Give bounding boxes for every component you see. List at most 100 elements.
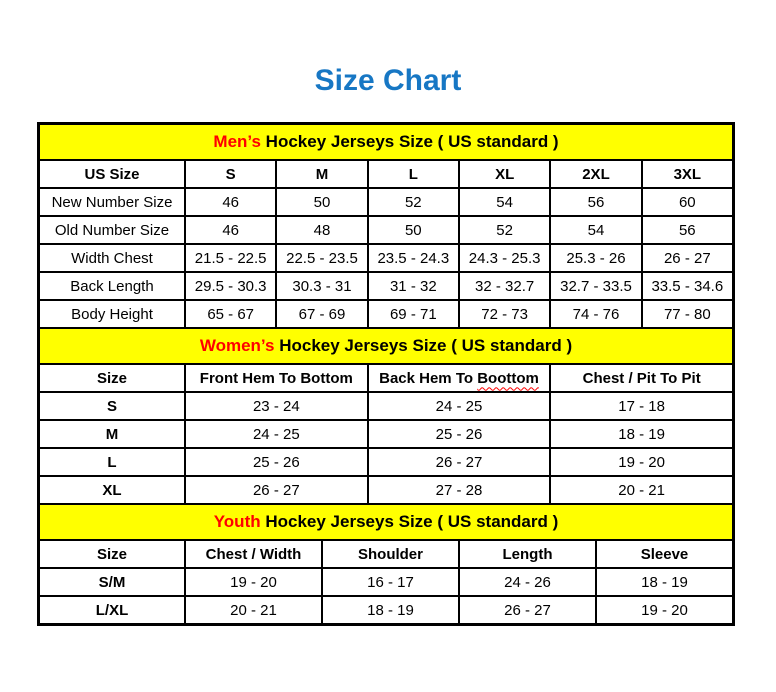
mens-table-row: Old Number Size 46 48 50 52 54 56 (38, 215, 735, 245)
womens-table-row: XL 26 - 27 27 - 28 20 - 21 (38, 475, 734, 505)
womens-table-row: L 25 - 26 26 - 27 19 - 20 (38, 447, 734, 477)
womens-data-cell: 18 - 19 (549, 419, 734, 449)
mens-row-label: Old Number Size (38, 215, 186, 245)
mens-data-cell: 67 - 69 (275, 299, 369, 329)
mens-data-cell: 69 - 71 (366, 299, 460, 329)
youth-section-banner: Youth Hockey Jerseys Size ( US standard … (38, 503, 734, 541)
mens-table-row: Back Length 29.5 - 30.3 30.3 - 31 31 - 32 32… (38, 271, 735, 301)
mens-data-cell: 33.5 - 34.6 (640, 271, 735, 301)
youth-data-cell: 19 - 20 (184, 567, 323, 597)
youth-column-header: Chest / Width (184, 539, 323, 569)
mens-table-row: Body Height 65 - 67 67 - 69 69 - 71 72 - 73 7… (38, 299, 735, 329)
mens-column-header: US Size (38, 159, 186, 189)
mens-table-row: Width Chest 21.5 - 22.5 22.5 - 23.5 23.5 - … (38, 243, 735, 273)
womens-row-label: XL (38, 475, 186, 505)
youth-row-label: L/XL (38, 595, 186, 625)
mens-data-cell: 60 (640, 187, 735, 217)
page-title: Size Chart (314, 64, 462, 97)
mens-data-cell: 32 - 32.7 (457, 271, 552, 301)
womens-data-cell: 25 - 26 (366, 419, 552, 449)
youth-data-cell: 20 - 21 (184, 595, 323, 625)
mens-data-cell: 54 (457, 187, 552, 217)
mens-data-cell: 50 (275, 187, 369, 217)
mens-column-header: 2XL (549, 159, 643, 189)
womens-row-label: M (38, 419, 186, 449)
womens-data-cell: 17 - 18 (549, 391, 734, 421)
youth-data-cell: 18 - 19 (595, 567, 734, 597)
womens-data-cell: 26 - 27 (366, 447, 552, 477)
mens-data-cell: 46 (183, 215, 278, 245)
mens-column-header: L (366, 159, 460, 189)
womens-section-banner: Women’s Hockey Jerseys Size ( US standar… (38, 327, 734, 365)
youth-column-header: Size (38, 539, 186, 569)
mens-data-cell: 22.5 - 23.5 (275, 243, 369, 273)
mens-column-header: S (183, 159, 278, 189)
womens-row-label: S (38, 391, 186, 421)
youth-column-header: Length (458, 539, 597, 569)
youth-table-row: S/M 19 - 20 16 - 17 24 - 26 18 - 19 (38, 567, 734, 597)
mens-data-cell: 25.3 - 26 (549, 243, 643, 273)
youth-size-table: Youth Hockey Jerseys Size ( US standard … (38, 503, 734, 625)
mens-data-cell: 65 - 67 (183, 299, 278, 329)
youth-data-cell: 16 - 17 (321, 567, 460, 597)
womens-data-cell: 23 - 24 (184, 391, 369, 421)
womens-data-cell: 24 - 25 (366, 391, 552, 421)
womens-banner-text: Hockey Jerseys Size ( US standard ) (274, 336, 573, 355)
youth-data-cell: 19 - 20 (595, 595, 734, 625)
youth-banner-text: Hockey Jerseys Size ( US standard ) (260, 512, 559, 531)
mens-data-cell: 77 - 80 (640, 299, 735, 329)
mens-data-cell: 31 - 32 (366, 271, 460, 301)
mens-data-cell: 74 - 76 (549, 299, 643, 329)
mens-column-header: XL (457, 159, 552, 189)
womens-banner-accent: Women’s (199, 336, 275, 355)
misspelled-word: Boottom (477, 369, 539, 387)
mens-data-cell: 30.3 - 31 (275, 271, 369, 301)
womens-data-cell: 24 - 25 (184, 419, 369, 449)
womens-table-row: S 23 - 24 24 - 25 17 - 18 (38, 391, 734, 421)
mens-data-cell: 54 (549, 215, 643, 245)
mens-banner-text: Hockey Jerseys Size ( US standard ) (260, 132, 559, 151)
womens-data-cell: 25 - 26 (184, 447, 369, 477)
womens-column-header: Front Hem To Bottom (184, 363, 369, 393)
womens-data-cell: 27 - 28 (366, 475, 552, 505)
youth-data-cell: 24 - 26 (458, 567, 597, 597)
mens-data-cell: 21.5 - 22.5 (183, 243, 278, 273)
mens-row-label: Body Height (38, 299, 186, 329)
youth-data-cell: 18 - 19 (321, 595, 460, 625)
womens-row-label: L (38, 447, 186, 477)
womens-column-header: Chest / Pit To Pit (549, 363, 734, 393)
mens-row-label: Width Chest (38, 243, 186, 273)
womens-column-header: Back Hem To Boottom (366, 363, 552, 393)
mens-banner-accent: Men’s (213, 132, 261, 151)
youth-data-cell: 26 - 27 (458, 595, 597, 625)
mens-data-cell: 56 (640, 215, 735, 245)
youth-column-header: Shoulder (321, 539, 460, 569)
mens-data-cell: 46 (183, 187, 278, 217)
mens-data-cell: 56 (549, 187, 643, 217)
mens-data-cell: 32.7 - 33.5 (549, 271, 643, 301)
womens-table-row: M 24 - 25 25 - 26 18 - 19 (38, 419, 734, 449)
youth-table-row: L/XL 20 - 21 18 - 19 26 - 27 19 - 20 (38, 595, 734, 625)
mens-data-cell: 23.5 - 24.3 (366, 243, 460, 273)
mens-data-cell: 29.5 - 30.3 (183, 271, 278, 301)
mens-table-row: New Number Size 46 50 52 54 56 60 (38, 187, 735, 217)
womens-size-table: Women’s Hockey Jerseys Size ( US standar… (38, 327, 734, 505)
mens-data-cell: 24.3 - 25.3 (457, 243, 552, 273)
youth-column-header: Sleeve (595, 539, 734, 569)
mens-row-label: New Number Size (38, 187, 186, 217)
youth-banner-accent: Youth (213, 512, 261, 531)
mens-section-banner: Men’s Hockey Jerseys Size ( US standard … (38, 123, 734, 161)
womens-data-cell: 26 - 27 (184, 475, 369, 505)
womens-data-cell: 19 - 20 (549, 447, 734, 477)
mens-data-cell: 52 (366, 187, 460, 217)
size-chart-tables: Men’s Hockey Jerseys Size ( US standard … (37, 122, 735, 626)
mens-size-table: Men’s Hockey Jerseys Size ( US standard … (38, 123, 735, 329)
womens-column-header: Size (38, 363, 186, 393)
mens-row-label: Back Length (38, 271, 186, 301)
mens-data-cell: 52 (457, 215, 552, 245)
mens-column-header: M (275, 159, 369, 189)
mens-data-cell: 48 (275, 215, 369, 245)
mens-data-cell: 26 - 27 (640, 243, 735, 273)
mens-data-cell: 50 (366, 215, 460, 245)
